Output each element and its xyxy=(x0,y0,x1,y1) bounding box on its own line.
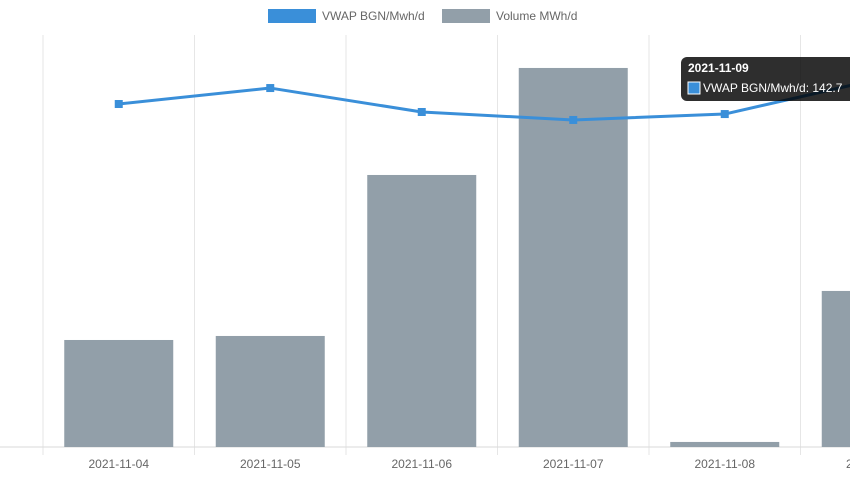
legend-swatch xyxy=(268,9,316,23)
legend-swatch xyxy=(442,9,490,23)
legend-label: Volume MWh/d xyxy=(496,9,577,23)
x-tick-label: 2021-11-04 xyxy=(89,457,150,471)
tooltip-swatch xyxy=(687,81,701,95)
bar xyxy=(64,339,174,447)
tooltip-box xyxy=(681,57,850,101)
x-tick-label: 2021-11-08 xyxy=(695,457,756,471)
grid: 2021-11-04 2021-11-05 2021-11-06 2021-11-07… xyxy=(0,35,850,471)
x-tick-label: 2021-11-06 xyxy=(392,457,453,471)
x-tick-label: 2021-11-09 xyxy=(846,457,850,471)
tooltip-title: 2021-11-09 xyxy=(688,61,749,75)
lines xyxy=(114,83,850,124)
bar xyxy=(821,290,850,447)
line xyxy=(118,83,850,122)
bars xyxy=(64,67,850,448)
bar xyxy=(518,67,628,448)
line-point xyxy=(114,100,123,109)
x-tick-label: 2021-11-05 xyxy=(240,457,301,471)
bar xyxy=(670,441,780,447)
bar xyxy=(367,174,477,448)
bar xyxy=(215,335,325,447)
line-point xyxy=(720,110,729,119)
x-tick-label: 2021-11-07 xyxy=(543,457,604,471)
line-point xyxy=(266,84,275,93)
line-point xyxy=(417,107,426,116)
tooltip: 2021-11-09 VWAP BGN/Mwh/d: 142.7 xyxy=(681,57,850,101)
line-point xyxy=(569,115,578,124)
tooltip-label: VWAP BGN/Mwh/d: 142.7 xyxy=(703,81,843,95)
legend: VWAP BGN/Mwh/d Volume MWh/d xyxy=(268,9,577,23)
legend-label: VWAP BGN/Mwh/d xyxy=(322,9,425,23)
